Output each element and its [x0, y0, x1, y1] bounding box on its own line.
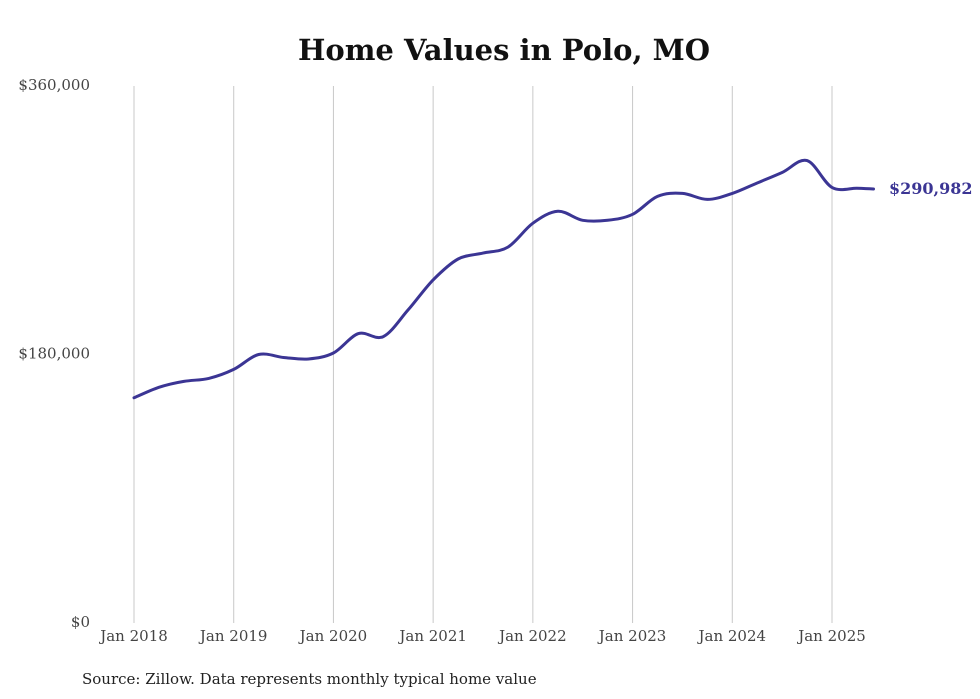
y-tick-label: $0: [71, 613, 90, 631]
y-tick-label: $180,000: [18, 345, 90, 363]
x-tick-label: Jan 2020: [298, 627, 368, 645]
x-gridlines: [133, 86, 833, 623]
x-axis: Jan 2018 Jan 2019 Jan 2020 Jan 2021 Jan 2022…: [98, 627, 866, 645]
y-axis: $0 $180,000 $360,000: [18, 76, 90, 631]
x-tick-label: Jan 2025: [796, 627, 866, 645]
series-layer: [132, 158, 875, 400]
x-tick-label: Jan 2024: [697, 627, 767, 645]
x-tick-label: Jan 2023: [597, 627, 667, 645]
x-tick-label: Jan 2022: [497, 627, 567, 645]
source-note: Source: Zillow. Data represents monthly …: [82, 670, 537, 688]
end-value-label: $290,982: [889, 179, 973, 198]
series-line: [132, 158, 875, 400]
x-tick-label: Jan 2021: [397, 627, 467, 645]
y-tick-label: $360,000: [18, 76, 90, 94]
x-tick-label: Jan 2019: [198, 627, 268, 645]
x-tick-label: Jan 2018: [98, 627, 168, 645]
chart-title: Home Values in Polo, MO: [298, 33, 710, 67]
